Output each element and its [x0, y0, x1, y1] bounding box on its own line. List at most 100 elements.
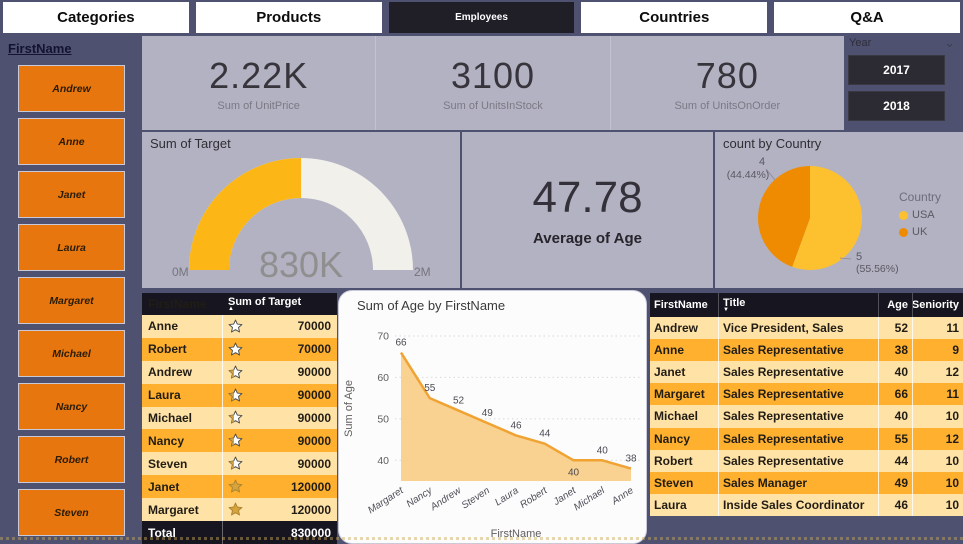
firstname-slicer-anne[interactable]: Anne	[18, 118, 125, 165]
table-row[interactable]: Michael Sales Representative 40 10	[650, 405, 963, 428]
legend-item-usa[interactable]: USA	[899, 209, 961, 221]
table-row[interactable]: Steven Sales Manager 49 10	[650, 471, 963, 494]
cell: 55	[878, 427, 912, 450]
cell-target: 70000	[222, 315, 337, 338]
firstname-slicer-andrew[interactable]: Andrew	[18, 65, 125, 112]
legend-item-uk[interactable]: UK	[899, 226, 961, 238]
svg-text:50: 50	[377, 413, 389, 425]
age-line-chart[interactable]: 40506070665552494644404038MargaretNancyA…	[339, 311, 646, 543]
firstname-slicer-laura[interactable]: Laura	[18, 224, 125, 271]
cell: Nancy	[654, 431, 691, 446]
svg-text:Robert: Robert	[518, 485, 550, 511]
legend-dot	[899, 210, 908, 220]
firstname-slicer-robert[interactable]: Robert	[18, 436, 125, 483]
pie-slice-usa[interactable]	[792, 166, 862, 270]
firstname-slicer-janet[interactable]: Janet	[18, 171, 125, 218]
column-header[interactable]: Age	[878, 293, 912, 317]
cell: Margaret	[654, 387, 705, 402]
column-header[interactable]: FirstName	[654, 299, 708, 311]
star-rating-icon	[228, 433, 243, 447]
cell-target: 90000	[222, 406, 337, 430]
cell: 11	[912, 383, 963, 406]
target-table: FirstName Sum of Target ▲ Anne 70000 Robert 70…	[142, 293, 337, 544]
age-line-chart-card: Sum of Age by FirstName 40 50 60 70 66 55 52 49…	[338, 290, 647, 544]
sort-desc-icon: ▼	[723, 306, 729, 313]
cell: Sales Representative	[718, 405, 878, 428]
table-row[interactable]: Janet 120000	[142, 475, 337, 499]
firstname-slicer-steven[interactable]: Steven	[18, 489, 125, 536]
table-row[interactable]: Andrew 90000	[142, 360, 337, 384]
employee-table: FirstName Title ▼ Age Seniority Andrew Vice Pr…	[650, 293, 963, 516]
svg-text:2M: 2M	[414, 265, 431, 279]
table-row[interactable]: Margaret Sales Representative 66 11	[650, 383, 963, 406]
tab-products[interactable]: Products	[195, 2, 382, 33]
svg-text:0M: 0M	[172, 265, 189, 279]
column-header[interactable]: Seniority	[912, 293, 963, 317]
firstname-slicer-michael[interactable]: Michael	[18, 330, 125, 377]
table-row[interactable]: Robert Sales Representative 44 10	[650, 449, 963, 472]
cell: Janet	[654, 365, 686, 380]
tab-employees[interactable]: Employees	[388, 2, 575, 33]
table-row[interactable]: Robert 70000	[142, 337, 337, 361]
average-age-value: 47.78	[532, 173, 643, 222]
firstname-slicer-buttons: Andrew Anne Janet Laura Margaret Michael Nancy…	[0, 65, 140, 536]
table-row[interactable]: Michael 90000	[142, 406, 337, 430]
table-row[interactable]: Margaret 120000	[142, 498, 337, 521]
table-row[interactable]: Andrew Vice President, Sales 52 11	[650, 317, 963, 340]
kpi-label: Sum of UnitsOnOrder	[674, 99, 781, 112]
cell: Sales Representative	[718, 339, 878, 362]
cell: 12	[912, 361, 963, 384]
average-age-card: 47.78 Average of Age	[462, 132, 713, 288]
cell: Sales Representative	[718, 449, 878, 472]
year-button-2017[interactable]: 2017	[848, 55, 945, 85]
legend-label: UK	[912, 226, 928, 238]
column-header[interactable]: FirstName	[148, 297, 207, 311]
country-pie-panel: count by Country 5 (55.56%) 4 (44.44%) Coun…	[715, 132, 963, 288]
year-button-2018[interactable]: 2018	[848, 91, 945, 121]
column-header[interactable]: Title ▼	[718, 293, 878, 317]
table-row[interactable]: Laura Inside Sales Coordinator 46 10	[650, 493, 963, 516]
cell-target: 90000	[222, 452, 337, 476]
chevron-down-icon[interactable]: ⌄	[944, 35, 955, 50]
firstname-slicer-margaret[interactable]: Margaret	[18, 277, 125, 324]
pie-chart[interactable]: 5(55.56%) 4(44.44%)	[715, 148, 963, 288]
cell-firstname: Anne	[148, 319, 178, 334]
firstname-slicer-title: FirstName	[8, 41, 72, 56]
cell-target: 90000	[222, 429, 337, 453]
svg-text:66: 66	[395, 338, 407, 349]
star-rating-icon	[228, 479, 243, 493]
tab-q-a[interactable]: Q&A	[774, 2, 960, 33]
svg-text:55: 55	[424, 383, 436, 394]
svg-text:40: 40	[377, 455, 389, 467]
chart-title: Sum of Age by FirstName	[357, 298, 506, 313]
cell-target: 120000	[222, 475, 337, 499]
svg-text:Margaret: Margaret	[366, 485, 407, 517]
pie-slice-uk[interactable]	[758, 166, 810, 267]
cell: 10	[912, 493, 963, 516]
table-row[interactable]: Nancy 90000	[142, 429, 337, 453]
svg-text:60: 60	[377, 372, 389, 384]
cell: 46	[878, 493, 912, 516]
tab-countries[interactable]: Countries	[581, 2, 768, 33]
legend-label: USA	[912, 209, 935, 221]
cell-firstname: Janet	[148, 479, 180, 494]
cell: Robert	[654, 453, 693, 468]
table-row[interactable]: Nancy Sales Representative 55 12	[650, 427, 963, 450]
kpi-card-sum-of-unitsinstock: 3100 Sum of UnitsInStock	[375, 36, 609, 130]
table-row[interactable]: Anne 70000	[142, 315, 337, 338]
tab-categories[interactable]: Categories	[3, 2, 189, 33]
pie-legend-title: Country	[899, 190, 942, 204]
cell: Sales Manager	[718, 471, 878, 494]
cell-firstname: Laura	[148, 388, 181, 403]
table-row[interactable]: Laura 90000	[142, 383, 337, 407]
table-row[interactable]: Steven 90000	[142, 452, 337, 476]
svg-text:40: 40	[568, 467, 580, 478]
column-header[interactable]: Sum of Target ▲	[222, 296, 337, 312]
table-row[interactable]: Janet Sales Representative 40 12	[650, 361, 963, 384]
firstname-slicer-nancy[interactable]: Nancy	[18, 383, 125, 430]
cell: 66	[878, 383, 912, 406]
year-slicer-header: Year ⌄	[846, 36, 963, 49]
average-age-label: Average of Age	[533, 230, 642, 247]
table-row[interactable]: Anne Sales Representative 38 9	[650, 339, 963, 362]
svg-text:70: 70	[377, 331, 389, 343]
